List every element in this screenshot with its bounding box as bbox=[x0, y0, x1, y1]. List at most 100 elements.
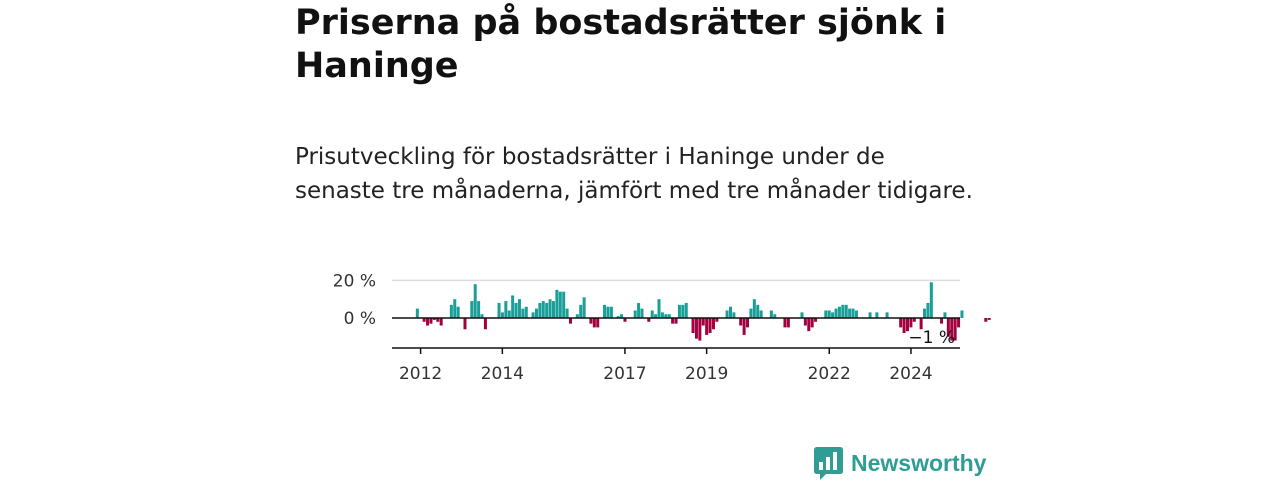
bar bbox=[436, 318, 440, 322]
bar bbox=[875, 312, 879, 318]
bar bbox=[657, 299, 661, 318]
bar bbox=[773, 314, 777, 318]
bar bbox=[538, 302, 542, 318]
bar bbox=[960, 310, 964, 318]
bar bbox=[654, 314, 658, 318]
bar bbox=[603, 304, 607, 318]
bar bbox=[885, 312, 889, 318]
bar bbox=[800, 312, 804, 318]
bar bbox=[691, 318, 695, 334]
bar bbox=[943, 312, 947, 318]
bar bbox=[473, 284, 477, 318]
y-tick-label: 20 % bbox=[333, 271, 376, 291]
bar bbox=[749, 308, 753, 318]
bar bbox=[633, 310, 637, 318]
bar bbox=[759, 310, 763, 318]
bar bbox=[957, 318, 961, 328]
bar bbox=[919, 318, 923, 330]
bar bbox=[521, 308, 525, 318]
bar bbox=[524, 306, 528, 318]
bar bbox=[596, 318, 600, 328]
bar bbox=[456, 306, 460, 318]
bar bbox=[984, 318, 988, 322]
bar bbox=[814, 318, 818, 322]
bar bbox=[807, 318, 811, 332]
bar bbox=[640, 308, 644, 318]
chart-bubble-icon bbox=[814, 446, 843, 480]
bar bbox=[480, 314, 484, 318]
bar bbox=[729, 306, 732, 318]
bar bbox=[470, 301, 474, 318]
bar bbox=[868, 312, 872, 318]
bar bbox=[609, 306, 613, 318]
bar bbox=[711, 318, 715, 330]
bar bbox=[582, 297, 586, 318]
bar bbox=[837, 306, 841, 318]
bar bbox=[558, 291, 562, 318]
bar bbox=[715, 318, 719, 322]
bar bbox=[677, 304, 681, 318]
bar bbox=[746, 318, 750, 328]
bar bbox=[650, 310, 654, 318]
bar bbox=[725, 310, 729, 318]
bar bbox=[739, 318, 743, 326]
bar bbox=[694, 318, 698, 339]
bar bbox=[752, 299, 756, 318]
bar bbox=[504, 301, 508, 318]
bar bbox=[592, 318, 596, 328]
bar bbox=[623, 318, 627, 322]
bar bbox=[783, 318, 787, 328]
bar bbox=[902, 318, 906, 334]
bar bbox=[841, 304, 845, 318]
bar bbox=[497, 302, 501, 318]
x-tick-label: 2012 bbox=[399, 364, 442, 384]
x-tick-label: 2019 bbox=[685, 364, 728, 384]
x-tick-label: 2017 bbox=[603, 364, 646, 384]
newsworthy-logo: Newsworthy bbox=[814, 446, 986, 480]
bar bbox=[548, 299, 552, 318]
bar bbox=[569, 318, 573, 324]
bar bbox=[562, 291, 566, 318]
bar bbox=[449, 304, 453, 318]
bar-layer bbox=[415, 282, 991, 341]
last-value-label: −1 % bbox=[908, 328, 955, 348]
bar bbox=[953, 318, 957, 341]
bar bbox=[950, 318, 954, 341]
bar bbox=[637, 302, 641, 318]
bar bbox=[674, 318, 678, 324]
bar bbox=[671, 318, 675, 324]
bar bbox=[769, 310, 773, 318]
x-tick-label: 2022 bbox=[808, 364, 851, 384]
bar bbox=[514, 302, 518, 318]
bar bbox=[616, 316, 620, 318]
bar bbox=[732, 312, 736, 318]
bar bbox=[534, 308, 538, 318]
bar bbox=[477, 301, 481, 318]
bar bbox=[426, 318, 430, 326]
bar bbox=[906, 318, 909, 332]
bar bbox=[923, 308, 927, 318]
bar bbox=[705, 318, 709, 335]
bar bbox=[827, 310, 831, 318]
bar bbox=[422, 318, 426, 322]
bar bbox=[810, 318, 814, 328]
bar bbox=[531, 312, 535, 318]
bar bbox=[701, 318, 705, 326]
bar bbox=[507, 310, 511, 318]
bar bbox=[929, 282, 933, 318]
bar bbox=[606, 306, 610, 318]
bar bbox=[803, 318, 807, 326]
bar bbox=[786, 318, 790, 328]
axis-layer: 20 % 0 % 2012 2014 2017 2019 2022 2024 −1 % bbox=[333, 271, 960, 384]
bar bbox=[511, 295, 515, 318]
bar bbox=[517, 299, 521, 318]
bar bbox=[698, 318, 702, 341]
bar bbox=[851, 308, 855, 318]
bar bbox=[831, 312, 835, 318]
bar bbox=[565, 308, 569, 318]
bar bbox=[483, 318, 487, 330]
bar bbox=[824, 310, 828, 318]
bar bbox=[579, 304, 583, 318]
bar bbox=[664, 314, 668, 318]
